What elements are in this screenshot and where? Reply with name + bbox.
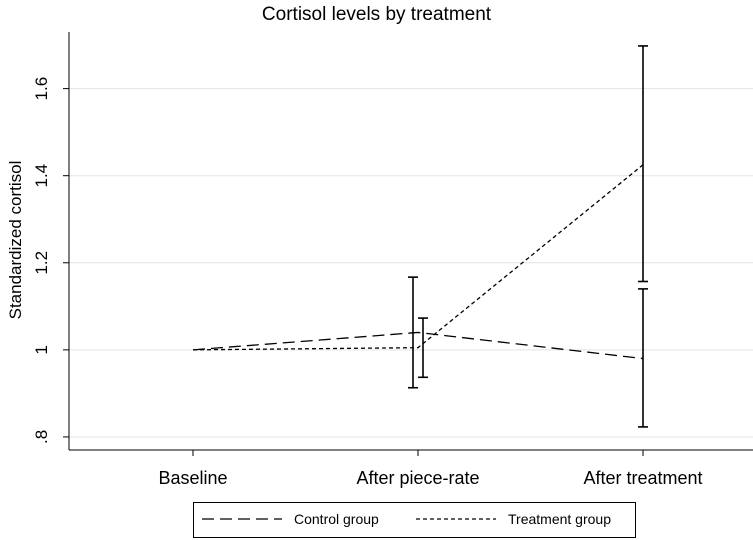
y-tick-label: .8 [32,430,51,444]
legend-swatch-treatment [416,518,496,520]
y-tick-label: 1.6 [32,77,51,101]
legend: Control group Treatment group [193,502,636,538]
y-axis-label: Standardized cortisol [6,160,25,320]
x-tick-label: After treatment [583,468,702,488]
y-tick-label: 1.2 [32,251,51,275]
y-tick-label: 1 [32,345,51,354]
legend-item-control: Control group [202,511,379,527]
chart-title: Cortisol levels by treatment [261,4,492,25]
legend-item-treatment: Treatment group [416,511,611,527]
legend-label-control: Control group [294,511,379,527]
y-tick-label: 1.4 [32,164,51,188]
x-tick-label: After piece-rate [356,468,479,488]
series-line [192,164,644,351]
legend-label-treatment: Treatment group [508,511,611,527]
series-line [192,331,644,360]
legend-swatch-control [202,518,282,520]
x-tick-label: Baseline [158,468,227,488]
